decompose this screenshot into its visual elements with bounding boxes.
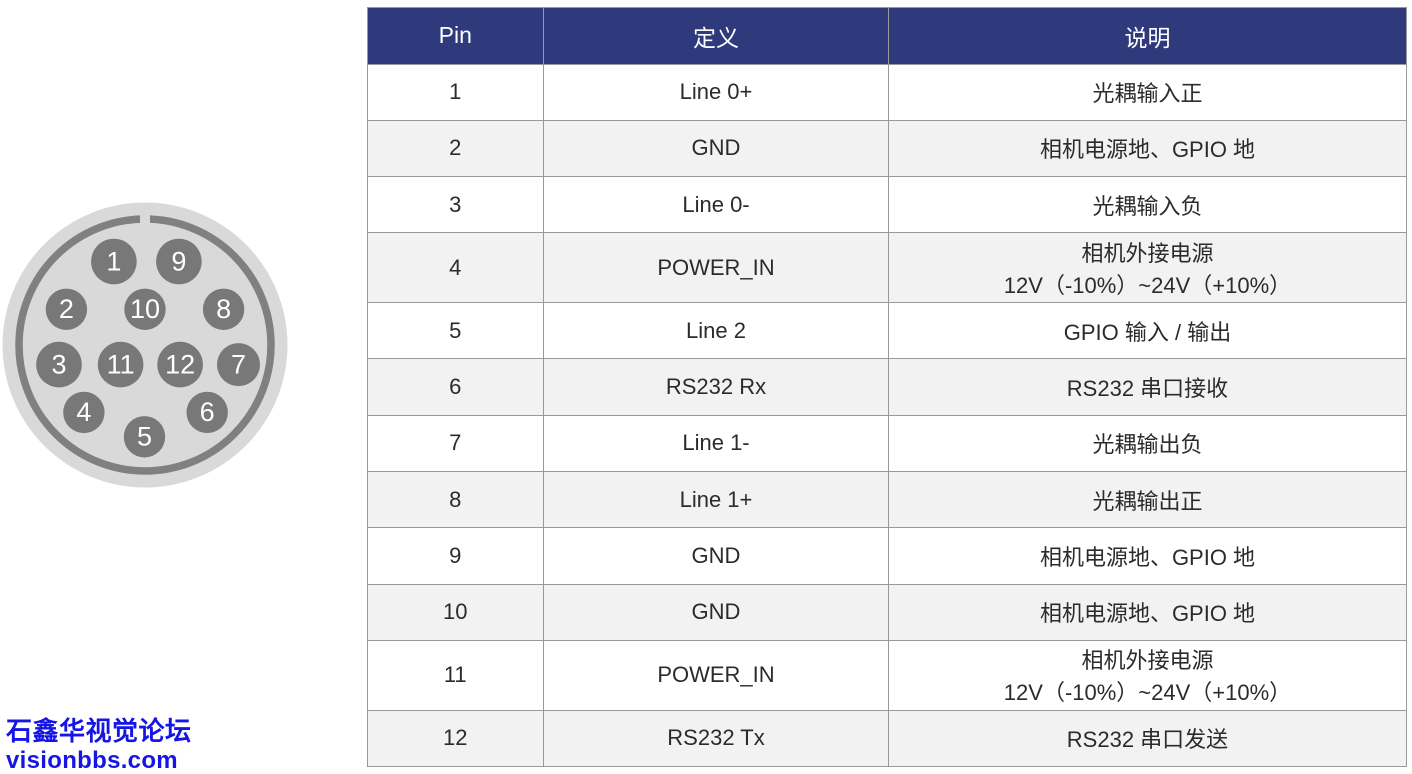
svg-text:8: 8 — [216, 294, 231, 324]
svg-text:1: 1 — [106, 247, 121, 277]
svg-text:5: 5 — [137, 421, 152, 451]
svg-text:10: 10 — [130, 294, 160, 324]
svg-text:2: 2 — [59, 294, 74, 324]
svg-text:6: 6 — [200, 397, 215, 427]
svg-text:4: 4 — [76, 397, 91, 427]
svg-text:3: 3 — [51, 350, 66, 380]
svg-text:11: 11 — [107, 350, 135, 380]
svg-text:9: 9 — [171, 247, 186, 277]
svg-text:7: 7 — [231, 350, 246, 380]
svg-text:12: 12 — [165, 350, 195, 380]
